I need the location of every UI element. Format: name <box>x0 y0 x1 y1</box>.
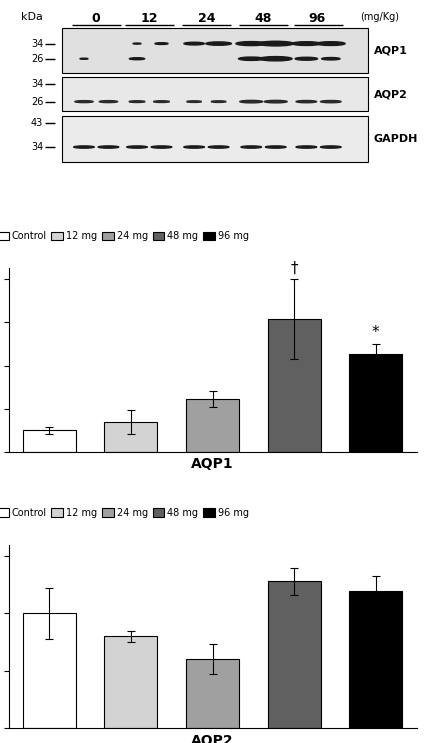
Ellipse shape <box>187 101 201 103</box>
Ellipse shape <box>295 57 317 60</box>
Ellipse shape <box>184 146 204 148</box>
Ellipse shape <box>127 146 147 148</box>
Ellipse shape <box>317 42 345 45</box>
Ellipse shape <box>259 56 292 61</box>
Bar <box>186 399 239 452</box>
Ellipse shape <box>320 146 341 148</box>
Bar <box>349 591 402 728</box>
FancyBboxPatch shape <box>62 116 368 162</box>
Ellipse shape <box>153 101 170 103</box>
Ellipse shape <box>98 146 119 148</box>
Ellipse shape <box>241 146 261 148</box>
Ellipse shape <box>236 42 266 45</box>
Ellipse shape <box>266 146 286 148</box>
Ellipse shape <box>296 100 317 103</box>
Text: kDa: kDa <box>21 12 42 22</box>
Ellipse shape <box>320 100 341 103</box>
Legend: Control, 12 mg, 24 mg, 48 mg, 96 mg: Control, 12 mg, 24 mg, 48 mg, 96 mg <box>0 227 252 245</box>
Bar <box>23 614 76 728</box>
X-axis label: AQP1: AQP1 <box>191 458 234 472</box>
Legend: Control, 12 mg, 24 mg, 48 mg, 96 mg: Control, 12 mg, 24 mg, 48 mg, 96 mg <box>0 504 252 522</box>
Ellipse shape <box>292 42 320 45</box>
Text: 26: 26 <box>31 53 43 64</box>
Text: 0: 0 <box>92 12 101 25</box>
Text: AQP2: AQP2 <box>374 89 408 99</box>
Text: GAPDH: GAPDH <box>374 134 418 144</box>
Ellipse shape <box>208 146 229 148</box>
Ellipse shape <box>206 42 231 45</box>
Ellipse shape <box>184 42 204 45</box>
Ellipse shape <box>99 100 118 103</box>
Ellipse shape <box>133 43 141 44</box>
Text: †: † <box>290 260 298 276</box>
Text: 96: 96 <box>308 12 325 25</box>
Ellipse shape <box>80 58 88 59</box>
Bar <box>105 637 157 728</box>
Text: 34: 34 <box>31 142 43 152</box>
Text: 34: 34 <box>31 79 43 89</box>
Text: 26: 26 <box>31 97 43 107</box>
Text: 34: 34 <box>31 39 43 48</box>
Ellipse shape <box>151 146 172 148</box>
Ellipse shape <box>74 146 94 148</box>
X-axis label: AQP2: AQP2 <box>191 733 234 743</box>
Ellipse shape <box>75 100 93 103</box>
Ellipse shape <box>296 146 317 148</box>
FancyBboxPatch shape <box>62 28 368 73</box>
Ellipse shape <box>258 42 294 46</box>
Bar <box>268 319 320 452</box>
Bar <box>268 581 320 728</box>
Ellipse shape <box>264 100 287 103</box>
Ellipse shape <box>238 57 264 60</box>
Bar <box>105 422 157 452</box>
Text: 24: 24 <box>198 12 215 25</box>
Ellipse shape <box>211 101 226 103</box>
Text: *: * <box>372 325 380 340</box>
Text: 48: 48 <box>255 12 272 25</box>
Ellipse shape <box>240 100 263 103</box>
Bar <box>349 354 402 452</box>
Text: 43: 43 <box>31 117 43 128</box>
Ellipse shape <box>129 101 145 103</box>
Ellipse shape <box>129 58 144 59</box>
Bar <box>186 659 239 728</box>
Text: (mg/Kg): (mg/Kg) <box>360 12 399 22</box>
Ellipse shape <box>322 57 340 60</box>
Ellipse shape <box>155 42 168 45</box>
FancyBboxPatch shape <box>62 77 368 111</box>
Text: AQP1: AQP1 <box>374 46 408 56</box>
Bar <box>23 430 76 452</box>
Text: 12: 12 <box>141 12 158 25</box>
